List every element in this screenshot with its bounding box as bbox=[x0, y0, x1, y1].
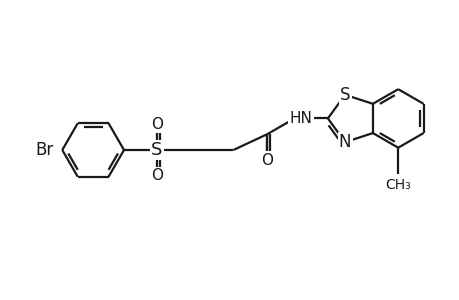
Text: CH₃: CH₃ bbox=[385, 178, 410, 191]
Text: S: S bbox=[151, 141, 162, 159]
Text: S: S bbox=[339, 86, 350, 104]
Text: HN: HN bbox=[289, 111, 312, 126]
Text: O: O bbox=[151, 168, 162, 183]
Text: N: N bbox=[338, 133, 351, 151]
Text: O: O bbox=[261, 153, 273, 168]
Text: Br: Br bbox=[35, 141, 53, 159]
Text: O: O bbox=[151, 117, 162, 132]
